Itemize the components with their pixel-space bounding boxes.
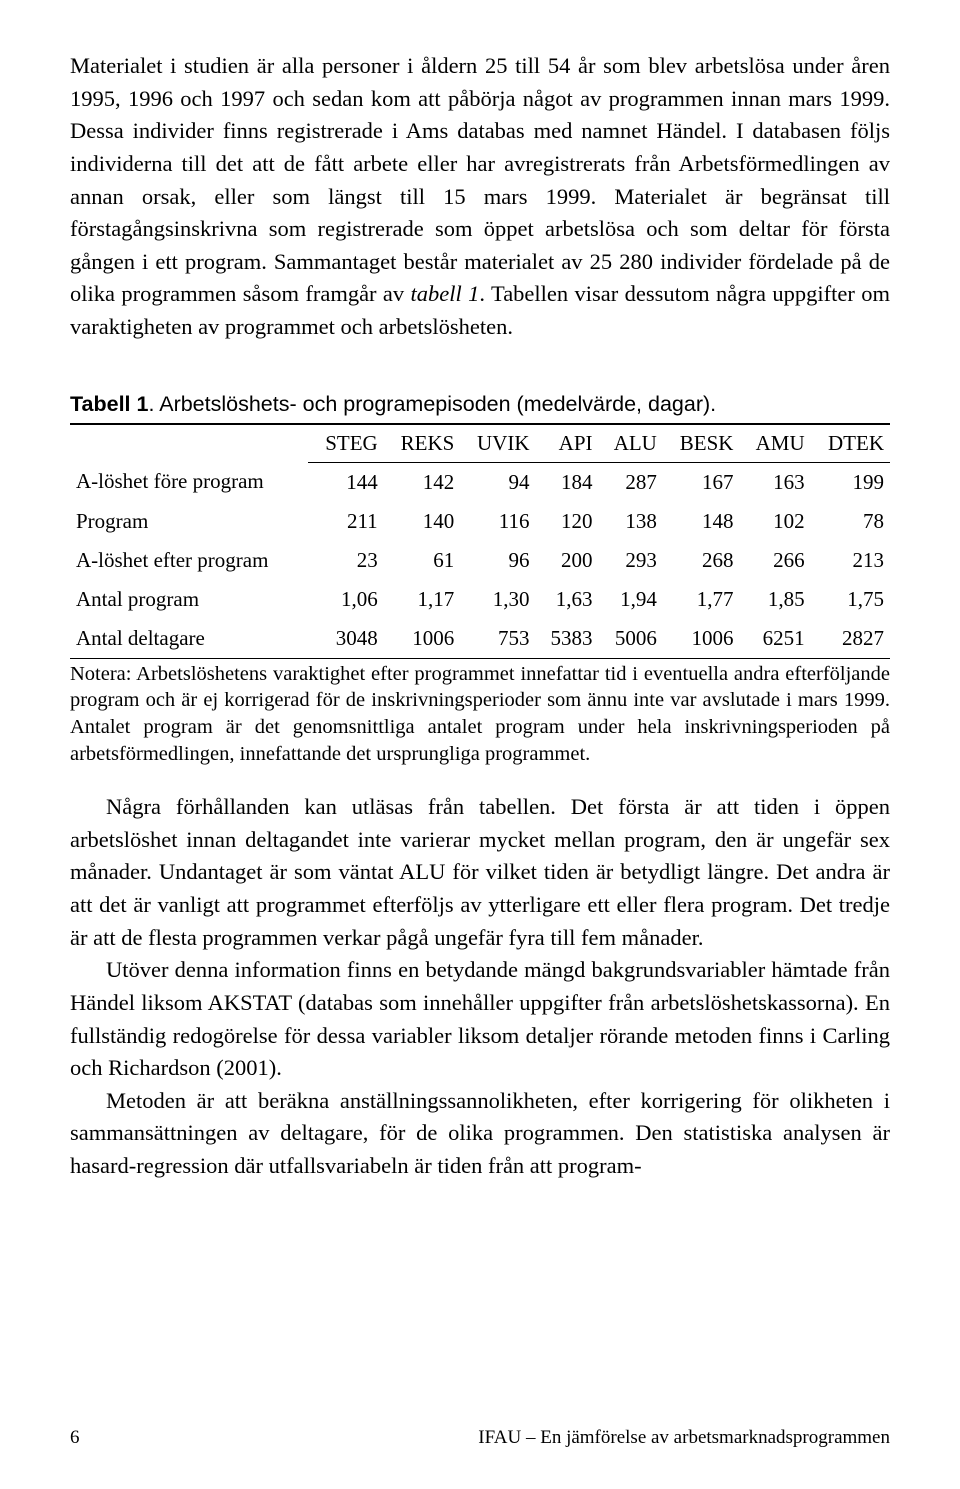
- cell: 2827: [811, 619, 890, 659]
- cell: 144: [308, 462, 383, 502]
- table-title: Tabell 1. Arbetslöshets- och programepis…: [70, 392, 890, 417]
- paragraph-3-text: Utöver denna information finns en betyda…: [70, 957, 890, 1080]
- paragraph-1-italic: tabell 1: [411, 281, 480, 306]
- table-row: Antal program 1,06 1,17 1,30 1,63 1,94 1…: [70, 580, 890, 619]
- cell: 61: [384, 541, 461, 580]
- cell: 1,30: [460, 580, 535, 619]
- table-row: Antal deltagare 3048 1006 753 5383 5006 …: [70, 619, 890, 659]
- cell: 163: [739, 462, 810, 502]
- paragraph-4: Metoden är att beräkna anställningssanno…: [70, 1085, 890, 1183]
- page-footer: 6 IFAU – En jämförelse av arbetsmarknads…: [70, 1407, 890, 1449]
- table-header-row: STEG REKS UVIK API ALU BESK AMU DTEK: [70, 424, 890, 463]
- table-title-rest: . Arbetslöshets- och programepisoden (me…: [148, 392, 716, 416]
- cell: 200: [536, 541, 599, 580]
- col-header: AMU: [739, 424, 810, 463]
- cell: 5006: [599, 619, 663, 659]
- cell: 1,85: [739, 580, 810, 619]
- cell: 5383: [536, 619, 599, 659]
- cell: 138: [599, 502, 663, 541]
- row-label: Antal deltagare: [70, 619, 308, 659]
- table-row: A-löshet efter program 23 61 96 200 293 …: [70, 541, 890, 580]
- col-header: DTEK: [811, 424, 890, 463]
- col-header: UVIK: [460, 424, 535, 463]
- paragraph-4-text: Metoden är att beräkna anställningssanno…: [70, 1088, 890, 1178]
- row-label: A-löshet efter program: [70, 541, 308, 580]
- cell: 142: [384, 462, 461, 502]
- cell: 96: [460, 541, 535, 580]
- table-title-bold: Tabell 1: [70, 392, 148, 416]
- cell: 94: [460, 462, 535, 502]
- cell: 1,63: [536, 580, 599, 619]
- paragraph-2-text: Några förhållanden kan utläsas från tabe…: [70, 794, 890, 950]
- row-label: Program: [70, 502, 308, 541]
- paragraph-3: Utöver denna information finns en betyda…: [70, 954, 890, 1085]
- table-stub: [70, 424, 308, 463]
- cell: 1006: [663, 619, 740, 659]
- cell: 102: [739, 502, 810, 541]
- cell: 120: [536, 502, 599, 541]
- cell: 140: [384, 502, 461, 541]
- cell: 293: [599, 541, 663, 580]
- table-row: A-löshet före program 144 142 94 184 287…: [70, 462, 890, 502]
- cell: 148: [663, 502, 740, 541]
- cell: 287: [599, 462, 663, 502]
- col-header: ALU: [599, 424, 663, 463]
- cell: 1006: [384, 619, 461, 659]
- col-header: REKS: [384, 424, 461, 463]
- col-header: BESK: [663, 424, 740, 463]
- cell: 266: [739, 541, 810, 580]
- paragraph-2: Några förhållanden kan utläsas från tabe…: [70, 791, 890, 954]
- cell: 1,17: [384, 580, 461, 619]
- cell: 1,94: [599, 580, 663, 619]
- cell: 6251: [739, 619, 810, 659]
- col-header: API: [536, 424, 599, 463]
- cell: 1,77: [663, 580, 740, 619]
- cell: 268: [663, 541, 740, 580]
- row-label: A-löshet före program: [70, 462, 308, 502]
- cell: 1,75: [811, 580, 890, 619]
- cell: 211: [308, 502, 383, 541]
- page-number: 6: [70, 1427, 80, 1449]
- cell: 3048: [308, 619, 383, 659]
- col-header: STEG: [308, 424, 383, 463]
- paragraph-1-text: Materialet i studien är alla personer i …: [70, 53, 890, 306]
- cell: 167: [663, 462, 740, 502]
- row-label: Antal program: [70, 580, 308, 619]
- cell: 23: [308, 541, 383, 580]
- running-title: IFAU – En jämförelse av arbetsmarknadspr…: [478, 1427, 890, 1449]
- cell: 78: [811, 502, 890, 541]
- paragraph-1: Materialet i studien är alla personer i …: [70, 50, 890, 344]
- cell: 199: [811, 462, 890, 502]
- cell: 184: [536, 462, 599, 502]
- cell: 753: [460, 619, 535, 659]
- page: Materialet i studien är alla personer i …: [0, 0, 960, 1489]
- table-note: Notera: Arbetslöshetens varaktighet efte…: [70, 661, 890, 768]
- cell: 213: [811, 541, 890, 580]
- table-row: Program 211 140 116 120 138 148 102 78: [70, 502, 890, 541]
- cell: 116: [460, 502, 535, 541]
- cell: 1,06: [308, 580, 383, 619]
- data-table: STEG REKS UVIK API ALU BESK AMU DTEK A-l…: [70, 423, 890, 659]
